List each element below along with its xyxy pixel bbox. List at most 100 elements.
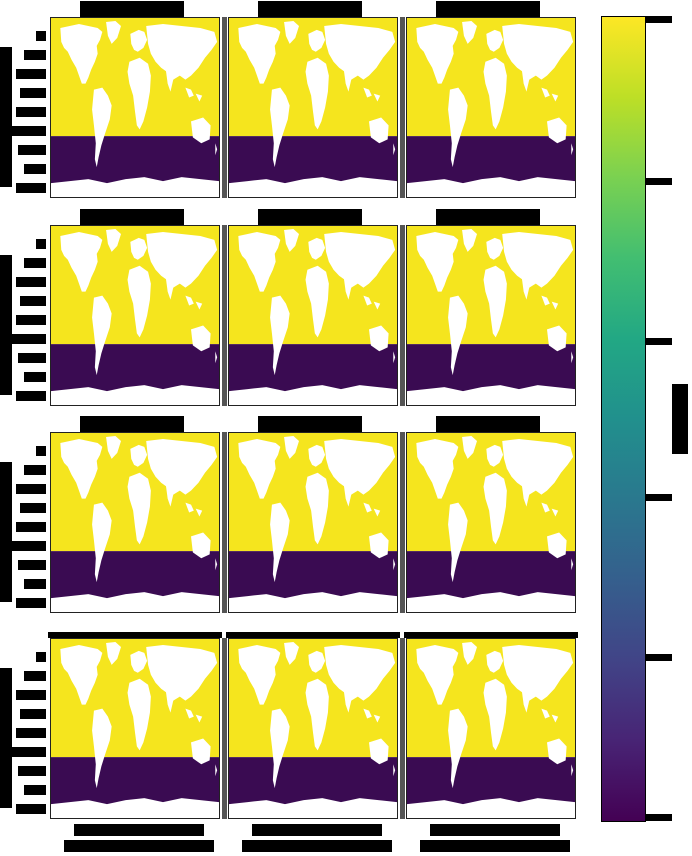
y-tick-label	[16, 107, 46, 117]
landmass	[547, 117, 567, 144]
panel-title	[226, 632, 400, 638]
landmass	[229, 385, 397, 405]
map-panel	[406, 225, 576, 406]
map-plot	[51, 18, 219, 197]
y-tick-label	[18, 145, 46, 155]
landmass	[191, 325, 211, 352]
landmass	[238, 23, 281, 84]
map-plot	[407, 433, 575, 612]
y-tick-label	[18, 766, 46, 776]
landmass	[127, 472, 151, 545]
landmass	[416, 23, 459, 84]
landmass	[373, 93, 381, 102]
map-plot	[407, 226, 575, 405]
landmass	[305, 265, 329, 338]
y-tick-label	[36, 446, 46, 456]
landmass	[363, 502, 372, 513]
landmass	[547, 532, 567, 559]
landmass	[127, 265, 151, 338]
y-tick-label	[16, 183, 46, 193]
landmass	[416, 438, 459, 499]
landmass	[229, 592, 397, 612]
landmass	[363, 295, 372, 306]
colorbar-tick-label	[646, 178, 672, 185]
landmass	[60, 23, 103, 84]
y-tick-label	[20, 296, 46, 306]
x-tick-labels	[252, 824, 382, 836]
landmass	[571, 351, 574, 364]
landmass	[416, 644, 459, 705]
y-tick-label	[18, 353, 46, 363]
x-tick-labels	[74, 824, 204, 836]
landmass	[369, 738, 389, 765]
landmass	[215, 351, 218, 364]
landmass	[185, 295, 194, 306]
landmass	[146, 438, 218, 495]
x-tick-labels	[430, 824, 560, 836]
landmass	[270, 295, 290, 376]
landmass	[541, 708, 550, 719]
map-plot	[51, 226, 219, 405]
landmass	[486, 29, 504, 52]
landmass	[165, 690, 174, 713]
landmass	[191, 117, 211, 144]
map-panel	[228, 638, 398, 819]
landmass	[195, 508, 203, 517]
landmass	[106, 641, 121, 665]
landmass	[521, 484, 530, 507]
y-tick-label	[24, 372, 46, 382]
landmass	[270, 708, 290, 789]
landmass	[238, 438, 281, 499]
landmass	[195, 301, 203, 310]
panel-title	[404, 632, 578, 638]
landmass	[462, 641, 477, 665]
y-tick-label	[16, 484, 46, 494]
map-panel	[406, 638, 576, 819]
landmass	[146, 231, 218, 288]
map-panel	[50, 225, 220, 406]
landmass	[127, 678, 151, 751]
y-tick-label	[16, 69, 46, 79]
landmass	[483, 57, 507, 130]
y-tick-label	[12, 747, 46, 757]
landmass	[551, 301, 559, 310]
panel-title	[258, 416, 362, 432]
panel-frame	[222, 17, 227, 198]
landmass	[51, 385, 219, 405]
colorbar-tick-label	[646, 494, 672, 501]
landmass	[462, 435, 477, 459]
landmass	[551, 508, 559, 517]
landmass	[541, 295, 550, 306]
landmass	[165, 484, 174, 507]
colorbar	[601, 16, 646, 822]
panel-title	[436, 1, 540, 17]
map-plot	[407, 18, 575, 197]
landmass	[502, 438, 574, 495]
landmass	[215, 558, 218, 571]
y-tick-label	[20, 503, 46, 513]
landmass	[270, 502, 290, 583]
landmass	[502, 231, 574, 288]
landmass	[185, 87, 194, 98]
landmass	[541, 87, 550, 98]
panel-title	[80, 1, 184, 17]
landmass	[195, 714, 203, 723]
landmass	[165, 69, 174, 92]
landmass	[369, 532, 389, 559]
landmass	[369, 325, 389, 352]
landmass	[238, 231, 281, 292]
y-tick-label	[24, 164, 46, 174]
landmass	[462, 20, 477, 44]
x-axis-label	[420, 840, 570, 852]
map-plot	[51, 639, 219, 818]
landmass	[343, 690, 352, 713]
colorbar-tick-label	[646, 338, 672, 345]
landmass	[284, 641, 299, 665]
landmass	[185, 502, 194, 513]
landmass	[551, 714, 559, 723]
colorbar-tick-label	[646, 654, 672, 661]
landmass	[541, 502, 550, 513]
landmass	[308, 237, 326, 260]
landmass	[483, 678, 507, 751]
y-tick-label	[24, 465, 46, 475]
